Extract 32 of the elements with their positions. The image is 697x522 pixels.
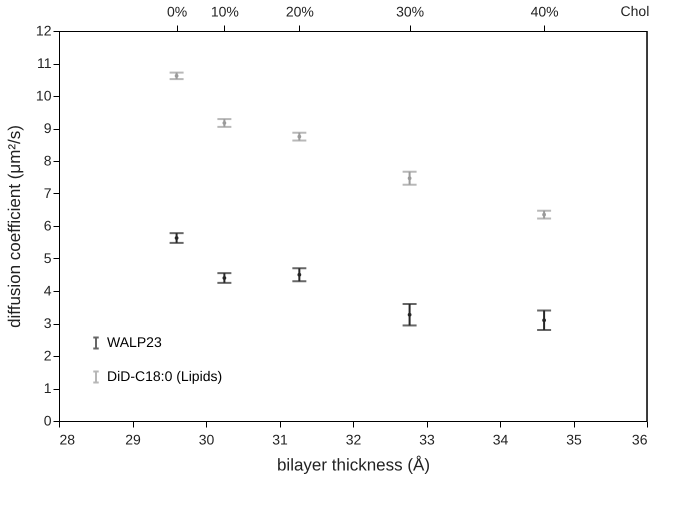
y-tick-label: 10 bbox=[36, 88, 52, 104]
y-tick-label: 11 bbox=[36, 55, 52, 71]
x-tick-label: 30 bbox=[198, 432, 214, 448]
x-tick-label: 29 bbox=[125, 432, 141, 448]
y-tick-label: 9 bbox=[44, 120, 52, 136]
y-tick-label: 4 bbox=[44, 282, 52, 298]
y-tick-label: 5 bbox=[44, 250, 52, 266]
annotation: 0% bbox=[166, 4, 188, 20]
x-tick-label: 28 bbox=[60, 432, 76, 448]
y-tick-label: 7 bbox=[44, 185, 52, 201]
text: Chol bbox=[620, 3, 650, 19]
x-tick-label: 32 bbox=[346, 432, 362, 448]
x-tick-label: 36 bbox=[632, 432, 648, 448]
y-tick-label: 0 bbox=[44, 412, 52, 428]
x-tick-label: 33 bbox=[419, 432, 435, 448]
x-tick-label: 35 bbox=[566, 432, 582, 448]
annotation: 40% bbox=[530, 4, 559, 20]
legend-label: DiD-C18:0 (Lipids) bbox=[107, 368, 222, 384]
y-tick-label: 3 bbox=[44, 315, 52, 331]
x-axis-title: bilayer thickness (Å) bbox=[276, 456, 430, 474]
y-tick-label: 8 bbox=[44, 152, 52, 168]
y-tick-label: 6 bbox=[44, 218, 52, 234]
y-tick-label: 1 bbox=[44, 380, 52, 396]
y-tick-label: 12 bbox=[36, 22, 52, 38]
y-axis-title: diffusion coefficient (μm²/s) bbox=[4, 125, 24, 328]
x-tick-label: 31 bbox=[272, 432, 288, 448]
legend-label: WALP23 bbox=[107, 334, 162, 350]
annotation: 20% bbox=[286, 4, 314, 20]
annotation: 30% bbox=[396, 4, 424, 20]
annotation: 10% bbox=[210, 4, 239, 20]
y-tick-label: 2 bbox=[44, 348, 52, 364]
x-tick-label: 34 bbox=[492, 432, 508, 448]
